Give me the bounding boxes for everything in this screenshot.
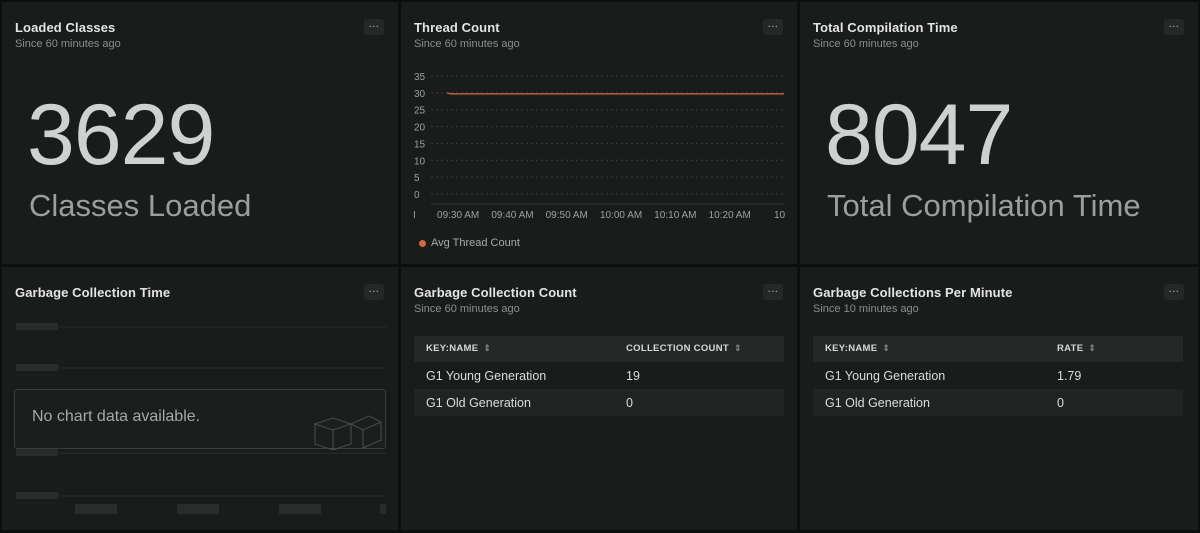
table-row[interactable]: G1 Young Generation 19 [414,362,784,389]
panel-menu-button[interactable]: ... [1164,19,1184,35]
gc-time-panel: Garbage Collection Time ... No chart da [2,267,398,530]
y-tick-label: 10 [414,156,426,167]
x-tick-label: I [413,210,416,221]
table-cell: G1 Old Generation [414,389,614,416]
x-tick-label: 09:30 AM [437,210,479,221]
empty-box-icon [313,415,383,450]
sort-icon[interactable]: ⇕ [733,343,742,354]
gc-per-minute-panel: Garbage Collections Per Minute Since 10 … [800,267,1198,530]
billboard-value: 3629 [27,87,215,183]
x-tick-label: 10:10 AM [654,210,696,221]
panel-title: Loaded Classes [15,20,116,35]
panel-title: Garbage Collections Per Minute [813,285,1013,300]
sort-icon[interactable]: ⇕ [1088,343,1097,354]
y-tick-label: 15 [414,139,426,150]
legend-label: Avg Thread Count [431,237,520,249]
table-cell: G1 Old Generation [813,389,1045,416]
panel-subtitle: Since 60 minutes ago [414,38,520,50]
no-data-message-box: No chart data available. [14,389,386,450]
table-cell: 0 [614,389,784,416]
thread-count-panel: Thread Count Since 60 minutes ago ... 0 5… [401,2,797,264]
table-row[interactable]: G1 Young Generation 1.79 [813,362,1183,389]
x-tick-label: 10:20 AM [709,210,751,221]
total-compilation-panel: Total Compilation Time Since 60 minutes … [800,2,1198,264]
panel-menu-button[interactable]: ... [763,19,783,35]
panel-subtitle: Since 10 minutes ago [813,303,919,315]
panel-menu-button[interactable]: ... [364,284,384,300]
table-cell: 19 [614,362,784,389]
gc-count-panel: Garbage Collection Count Since 60 minute… [401,267,797,530]
y-tick-label: 30 [414,89,426,100]
y-tick-label: 20 [414,123,426,134]
y-tick-label: 35 [414,72,426,83]
gc-count-table: KEY:NAME ⇕ COLLECTION COUNT ⇕ G1 Young Gen… [414,336,784,416]
panel-menu-button[interactable]: ... [763,284,783,300]
x-tick-label: 10 [774,210,786,221]
panel-subtitle: Since 60 minutes ago [414,303,520,315]
table-cell: 0 [1045,389,1183,416]
x-tick-label: 09:50 AM [546,210,588,221]
table-cell: G1 Young Generation [414,362,614,389]
y-tick-label: 0 [414,190,420,201]
column-header-collection-count[interactable]: COLLECTION COUNT ⇕ [614,336,784,362]
sort-icon[interactable]: ⇕ [483,343,492,354]
table-row[interactable]: G1 Old Generation 0 [414,389,784,416]
panel-title: Thread Count [414,20,500,35]
panel-menu-button[interactable]: ... [1164,284,1184,300]
table-cell: G1 Young Generation [813,362,1045,389]
chart-legend[interactable]: Avg Thread Count [419,237,520,249]
y-tick-label: 5 [414,173,420,184]
panel-title: Total Compilation Time [813,20,958,35]
table-cell: 1.79 [1045,362,1183,389]
table-row[interactable]: G1 Old Generation 0 [813,389,1183,416]
series-line-avg-thread-count[interactable] [446,92,784,95]
thread-count-chart[interactable]: 0 5 10 15 20 25 30 35 I 09:30 AM 09:40 AM 09:50 AM 1… [401,2,797,232]
panel-menu-button[interactable]: ... [364,19,384,35]
gc-rate-table: KEY:NAME ⇕ RATE ⇕ G1 Young Generation 1.79… [813,336,1183,416]
sort-icon[interactable]: ⇕ [882,343,891,354]
empty-chart-placeholder [16,323,386,514]
billboard-label: Total Compilation Time [827,188,1141,223]
billboard-label: Classes Loaded [29,188,252,223]
column-header-keyname[interactable]: KEY:NAME ⇕ [414,336,614,362]
column-header-keyname[interactable]: KEY:NAME ⇕ [813,336,1045,362]
panel-title: Garbage Collection Time [15,285,171,300]
loaded-classes-panel: Loaded Classes Since 60 minutes ago ... … [2,2,398,264]
x-tick-label: 09:40 AM [491,210,533,221]
no-data-message: No chart data available. [32,408,201,425]
panel-subtitle: Since 60 minutes ago [813,38,919,50]
x-tick-label: 10:00 AM [600,210,642,221]
panel-title: Garbage Collection Count [414,285,577,300]
billboard-value: 8047 [825,87,1013,183]
y-tick-label: 25 [414,106,426,117]
panel-subtitle: Since 60 minutes ago [15,38,121,50]
legend-dot-icon [419,239,426,247]
column-header-rate[interactable]: RATE ⇕ [1045,336,1183,362]
